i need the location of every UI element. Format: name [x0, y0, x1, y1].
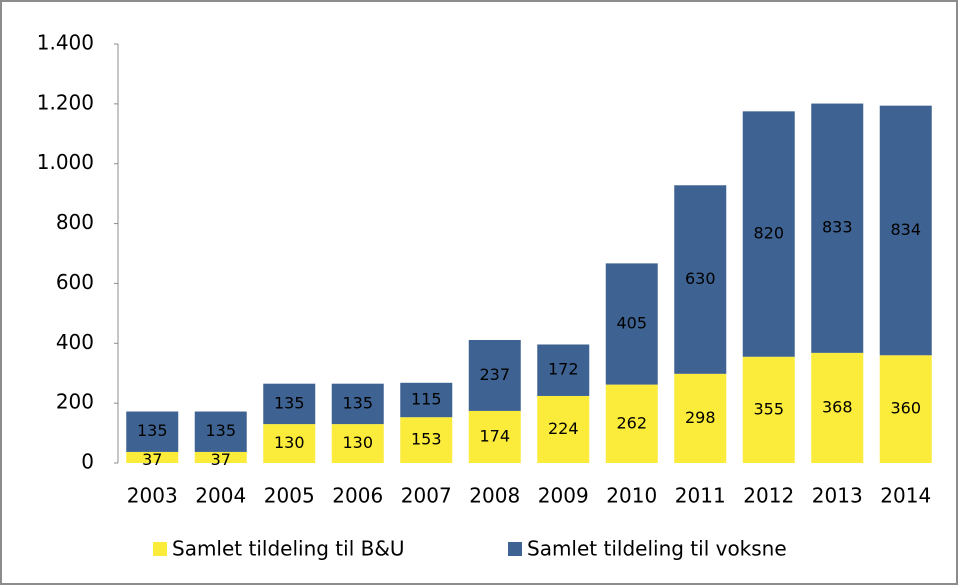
x-tick-label: 2004: [195, 484, 246, 508]
data-label: 355: [753, 399, 784, 418]
bar-segment: [194, 411, 247, 452]
legend-label: Samlet tildeling til voksne: [527, 537, 787, 561]
bar-segment: [468, 339, 521, 411]
data-label: 405: [616, 313, 647, 332]
x-tick-label: 2013: [812, 484, 863, 508]
data-label: 37: [142, 450, 162, 469]
y-tick-label: 1.400: [37, 31, 94, 55]
data-label: 820: [753, 224, 784, 243]
bar-segment: [126, 451, 179, 463]
bar-segment: [605, 263, 658, 385]
data-label: 262: [616, 413, 647, 432]
data-label: 130: [342, 433, 373, 452]
bar-segment: [537, 344, 590, 396]
data-label: 153: [411, 430, 442, 449]
data-label: 833: [822, 218, 853, 237]
x-tick-label: 2007: [401, 484, 452, 508]
legend-label: Samlet tildeling til B&U: [172, 537, 405, 561]
y-tick-label: 200: [56, 390, 94, 414]
y-tick-label: 600: [56, 270, 94, 294]
data-label: 130: [274, 433, 305, 452]
bar-segment: [605, 384, 658, 463]
data-label: 174: [479, 426, 510, 445]
data-label: 834: [890, 220, 921, 239]
y-tick-label: 1.200: [37, 90, 94, 114]
data-label: 135: [137, 421, 168, 440]
legend-swatch: [508, 542, 522, 556]
bar-segment: [331, 424, 384, 463]
x-tick-label: 2005: [264, 484, 315, 508]
bar-segment: [742, 356, 795, 463]
data-label: 298: [685, 408, 716, 427]
bar-segment: [331, 383, 384, 425]
x-tick-label: 2014: [880, 484, 931, 508]
x-tick-label: 2010: [606, 484, 657, 508]
x-tick-label: 2011: [675, 484, 726, 508]
data-label: 37: [211, 450, 231, 469]
bar-segment: [263, 424, 316, 463]
data-label: 135: [205, 421, 236, 440]
data-label: 224: [548, 419, 579, 438]
data-label: 237: [479, 365, 510, 384]
bar-segment: [468, 410, 521, 463]
bar-segment: [263, 383, 316, 425]
y-tick-label: 800: [56, 210, 94, 234]
y-tick-label: 1.000: [37, 150, 94, 174]
data-label: 115: [411, 390, 442, 409]
y-tick-label: 400: [56, 330, 94, 354]
x-tick-label: 2008: [469, 484, 520, 508]
bar-segment: [674, 185, 727, 374]
legend-swatch: [153, 542, 167, 556]
data-label: 172: [548, 360, 579, 379]
bar-segment: [811, 103, 864, 353]
bar-segment: [126, 411, 179, 452]
bar-segment: [879, 355, 932, 463]
bar-segment: [400, 382, 453, 418]
x-tick-label: 2009: [538, 484, 589, 508]
data-label: 360: [890, 399, 921, 418]
bar-segment: [674, 373, 727, 463]
bar-segment: [537, 395, 590, 463]
bar-segment: [194, 451, 247, 463]
bar-segment: [742, 111, 795, 357]
bar-segment: [400, 417, 453, 463]
x-tick-label: 2012: [743, 484, 794, 508]
x-tick-label: 2003: [127, 484, 178, 508]
bar-segment: [811, 352, 864, 463]
x-tick-label: 2006: [332, 484, 383, 508]
data-label: 135: [274, 393, 305, 412]
data-label: 135: [342, 393, 373, 412]
data-label: 630: [685, 269, 716, 288]
bar-segment: [879, 105, 932, 356]
y-tick-label: 0: [81, 450, 94, 474]
data-label: 368: [822, 397, 853, 416]
